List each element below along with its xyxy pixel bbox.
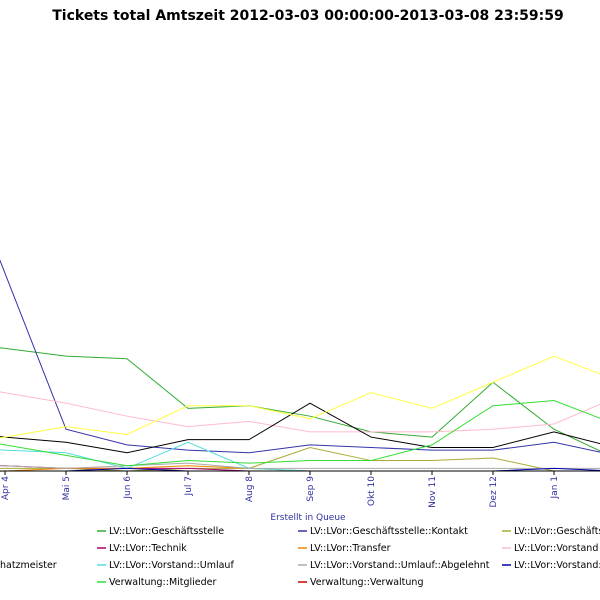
- legend-label: Verwaltung::Mitglieder: [109, 577, 217, 588]
- series-line-8: [0, 462, 600, 469]
- series-line-12: [0, 355, 600, 439]
- x-tick-label: Mai 5: [62, 476, 72, 500]
- legend-label: LV::LVor::Vorstand::Umlauf: [109, 560, 234, 571]
- x-tick-label: Jan 1: [550, 476, 560, 499]
- x-tick-label: Nov 11: [428, 476, 438, 508]
- legend-label: LV::LVor::Transfer: [310, 543, 391, 554]
- x-tick-label: Jun 6: [123, 476, 133, 500]
- legend-label: hatzmeister: [0, 560, 57, 571]
- legend-label: LV::LVor::Geschäftss: [514, 526, 600, 537]
- series-line-1: [0, 259, 600, 456]
- legend-label: LV::LVor::Vorstand::Umlauf::Abgelehnt: [310, 560, 490, 571]
- x-tick-label: Sep 9: [306, 476, 316, 502]
- legend-label: LV::LVor::Technik: [109, 543, 187, 554]
- series-line-0: [0, 347, 600, 459]
- series-line-10: [0, 400, 600, 467]
- x-tick-label: Okt 10: [367, 476, 377, 506]
- chart-title: Tickets total Amtszeit 2012-03-03 00:00:…: [52, 8, 564, 24]
- series-line-5: [0, 391, 600, 433]
- x-tick-label: Aug 8: [245, 476, 255, 502]
- legend-label: LV::LVor::Vorstand::: [514, 560, 600, 571]
- legend-label: LV::LVor::Geschäftsstelle: [109, 526, 224, 537]
- x-tick-label: Jul 7: [184, 476, 194, 496]
- legend-label: LV::LVor::Vorstand: [514, 543, 598, 554]
- x-tick-label: Dez 12: [489, 476, 499, 508]
- legend: LV::LVor::Geschäftsstelle LV::LVor::Gesch…: [0, 526, 600, 588]
- x-axis-ticks: Apr 4 Mai 5 Jun 6 Jul 7 Aug 8 Sep 9 Okt 10 Nov …: [1, 471, 560, 508]
- x-axis-title: Erstellt in Queue: [270, 513, 346, 523]
- legend-label: Verwaltung::Verwaltung: [310, 577, 423, 588]
- plot-area: [0, 259, 600, 472]
- legend-label: LV::LVor::Geschäftsstelle::Kontakt: [310, 526, 468, 537]
- x-tick-label: Apr 4: [1, 476, 11, 500]
- series-line-6: [0, 402, 600, 454]
